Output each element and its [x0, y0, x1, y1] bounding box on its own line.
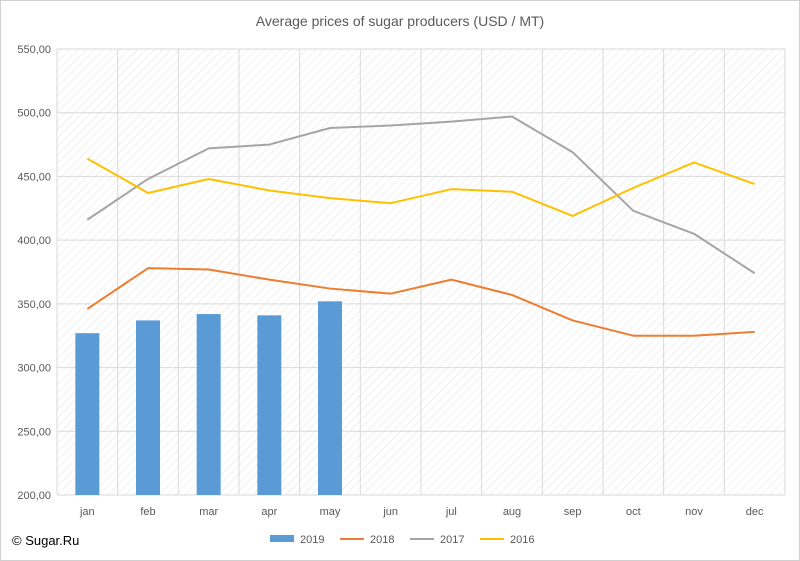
legend-label-2017: 2017 — [440, 534, 464, 546]
x-tick-label: may — [320, 506, 341, 518]
y-tick-label: 400,00 — [17, 235, 51, 247]
line-series-2018 — [86, 267, 755, 337]
line-series-2016 — [86, 157, 756, 217]
bar-2019-mar — [196, 314, 221, 495]
y-tick-label: 300,00 — [17, 363, 51, 375]
bar-2019-apr — [257, 315, 282, 495]
copyright-credit: © Sugar.Ru — [12, 533, 80, 548]
legend-label-2018: 2018 — [370, 534, 394, 546]
legend-swatch-2019 — [270, 535, 294, 542]
x-tick-label: oct — [626, 506, 641, 518]
bar-2019-feb — [136, 320, 160, 495]
x-tick-label: jan — [79, 506, 95, 518]
x-tick-label: dec — [746, 506, 764, 518]
legend-label-2016: 2016 — [510, 534, 534, 546]
chart-title: Average prices of sugar producers (USD /… — [255, 13, 545, 29]
x-tick-label: feb — [140, 506, 155, 518]
x-tick-label: apr — [261, 506, 277, 518]
y-tick-label: 250,00 — [17, 426, 51, 438]
bar-2019-jan — [75, 333, 100, 495]
y-tick-label: 350,00 — [17, 299, 51, 311]
x-tick-label: jun — [382, 506, 398, 518]
y-tick-label: 500,00 — [17, 108, 51, 120]
x-tick-label: nov — [685, 506, 703, 518]
x-tick-label: sep — [564, 506, 582, 518]
x-tick-label: jul — [445, 506, 457, 518]
y-tick-label: 450,00 — [17, 171, 51, 183]
x-tick-label: mar — [199, 506, 218, 518]
y-tick-label: 550,00 — [17, 44, 51, 56]
x-tick-label: aug — [503, 506, 521, 518]
line-series-2017 — [86, 115, 756, 275]
y-tick-label: 200,00 — [17, 490, 51, 502]
legend-label-2019: 2019 — [300, 534, 324, 546]
bar-2019-may — [318, 301, 342, 495]
